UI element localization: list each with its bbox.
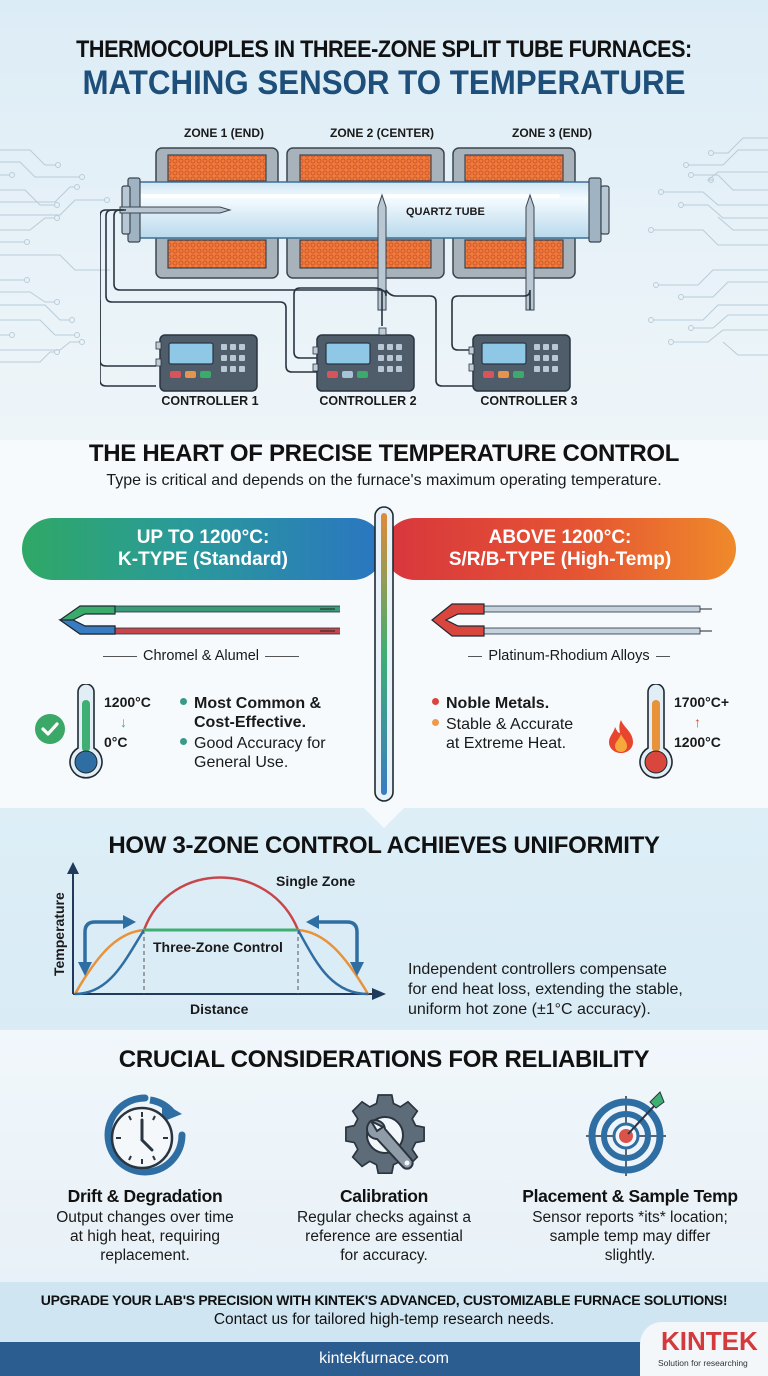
- y-axis-label: Temperature: [51, 892, 67, 976]
- placement-card-description: Sensor reports *its* location; sample te…: [532, 1209, 728, 1264]
- main-subtitle: MATCHING SENSOR TO TEMPERATURE: [82, 64, 686, 102]
- drift-card-description: Output changes over time at high heat, r…: [56, 1209, 234, 1264]
- single-zone-curve: [142, 876, 300, 931]
- srb-type-bullet-2: Stable & Accurate: [432, 715, 612, 734]
- k-type-probe-icon: [58, 605, 340, 635]
- k-type-alloy-label: Chromel & Alumel: [88, 648, 314, 664]
- calibration-card-title: Calibration: [339, 1186, 429, 1206]
- divider-thermometer-icon: [374, 506, 394, 802]
- k-type-bullet-2: Good Accuracy for: [180, 734, 360, 753]
- uniformity-heading: HOW 3-ZONE CONTROL ACHIEVES UNIFORMITY: [108, 832, 660, 859]
- single-zone-label: Single Zone: [276, 873, 356, 889]
- k-type-thermometer-icon: [69, 684, 103, 779]
- target-icon: [586, 1091, 666, 1176]
- zone-3-label: ZONE 3 (END): [511, 126, 592, 140]
- flame-icon: [609, 720, 633, 753]
- kintek-logo-tagline: Solution for researching: [658, 1358, 748, 1368]
- k-type-pill-line1: UP TO 1200°C:: [136, 527, 270, 548]
- k-type-bullets: Most Common & Cost-Effective. Good Accur…: [180, 694, 360, 772]
- k-type-temp-high: 1200°C: [104, 694, 151, 710]
- controller-2-label: CONTROLLER 2: [319, 394, 417, 408]
- k-type-pill: UP TO 1200°C: K-TYPE (Standard): [22, 518, 384, 580]
- controller-2: [312, 327, 415, 392]
- quartz-tube-label: QUARTZ TUBE: [406, 206, 485, 218]
- controller-3-label: CONTROLLER 3: [480, 394, 578, 408]
- srb-type-alloy-label: Platinum-Rhodium Alloys: [444, 648, 694, 664]
- kintek-logo[interactable]: [640, 1322, 768, 1376]
- check-circle-icon: [35, 714, 65, 744]
- zone-1-label: ZONE 1 (END): [183, 126, 264, 140]
- three-zone-label: Three-Zone Control: [153, 939, 283, 955]
- uniformity-description: Independent controllers compensate for e…: [408, 961, 683, 1018]
- website-link[interactable]: kintekfurnace.com: [319, 1350, 449, 1367]
- arrow-up-icon: ↑: [694, 714, 701, 730]
- types-subheading: Type is critical and depends on the furn…: [106, 472, 662, 489]
- reliability-heading: CRUCIAL CONSIDERATIONS FOR RELIABILITY: [118, 1046, 650, 1073]
- k-type-bullet-1: Most Common &: [180, 694, 360, 713]
- srb-type-pill-line1: ABOVE 1200°C:: [488, 527, 632, 548]
- circuit-decoration-right-icon: [648, 137, 768, 356]
- srb-type-temp-high: 1700°C+: [674, 694, 730, 710]
- kintek-logo-text: KINTEK: [661, 1326, 758, 1356]
- controller-1: [155, 334, 258, 392]
- k-type-temp-low: 0°C: [104, 734, 128, 750]
- drift-card-title: Drift & Degradation: [67, 1186, 223, 1206]
- arrow-down-icon: ↓: [120, 714, 127, 730]
- controller-1-label: CONTROLLER 1: [161, 394, 259, 408]
- controller-3: [468, 334, 571, 392]
- clock-icon: [104, 1094, 186, 1176]
- srb-type-temp-low: 1200°C: [674, 734, 721, 750]
- placement-card-title: Placement & Sample Temp: [522, 1186, 738, 1206]
- furnace-diagram: [100, 147, 610, 392]
- srb-type-thermometer-icon: [639, 684, 673, 779]
- cta-subline: Contact us for tailored high-temp resear…: [213, 1311, 555, 1328]
- types-heading: THE HEART OF PRECISE TEMPERATURE CONTROL: [88, 440, 680, 467]
- cta-band: [0, 1282, 768, 1342]
- calibration-card-description: Regular checks against a reference are e…: [296, 1209, 472, 1264]
- srb-type-bullet-1: Noble Metals.: [432, 694, 612, 713]
- zone-2-label: ZONE 2 (CENTER): [329, 126, 434, 140]
- section-notch: [362, 806, 406, 828]
- k-type-pill-line2: K-TYPE (Standard): [118, 549, 288, 570]
- srb-type-pill-line2: S/R/B-TYPE (High-Temp): [448, 549, 672, 570]
- x-axis-label: Distance: [190, 1001, 249, 1017]
- circuit-decoration-left-icon: [0, 149, 110, 363]
- srb-type-pill: ABOVE 1200°C: S/R/B-TYPE (High-Temp): [384, 518, 736, 580]
- k-type-alloy-text: Chromel & Alumel: [142, 648, 260, 664]
- main-title: THERMOCOUPLES IN THREE-ZONE SPLIT TUBE F…: [76, 36, 692, 63]
- temperature-profile-chart: Single Zone Three-Zone Control Distance …: [51, 862, 386, 1017]
- srb-type-alloy-text: Platinum-Rhodium Alloys: [488, 648, 650, 664]
- srb-type-probe-icon: [431, 603, 712, 637]
- cta-headline: UPGRADE YOUR LAB'S PRECISION WITH KINTEK…: [40, 1292, 728, 1308]
- gear-wrench-icon: [345, 1094, 425, 1175]
- srb-type-bullets: Noble Metals. Stable & Accurate at Extre…: [432, 694, 612, 753]
